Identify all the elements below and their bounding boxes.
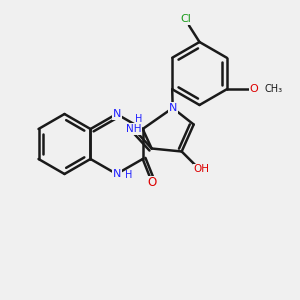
Text: OH: OH xyxy=(194,164,210,175)
Text: N: N xyxy=(112,169,121,179)
Text: H: H xyxy=(125,170,132,181)
Text: Cl: Cl xyxy=(180,14,191,25)
Text: NH: NH xyxy=(126,124,141,134)
Text: CH₃: CH₃ xyxy=(265,84,283,94)
Text: N: N xyxy=(112,109,121,119)
Text: O: O xyxy=(147,176,156,190)
Text: N: N xyxy=(169,103,177,113)
Text: O: O xyxy=(249,84,258,94)
Text: H: H xyxy=(135,114,142,124)
